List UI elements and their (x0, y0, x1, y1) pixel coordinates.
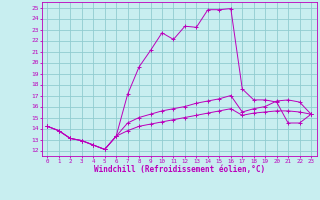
X-axis label: Windchill (Refroidissement éolien,°C): Windchill (Refroidissement éolien,°C) (94, 165, 265, 174)
